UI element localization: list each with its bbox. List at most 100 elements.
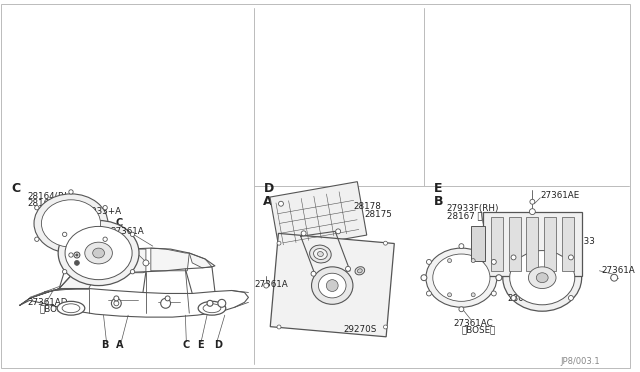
Circle shape [35, 237, 39, 241]
Text: E: E [197, 340, 204, 350]
Text: 27933+C(LH): 27933+C(LH) [276, 219, 335, 228]
Text: D: D [214, 340, 222, 350]
Circle shape [426, 291, 431, 296]
Circle shape [421, 275, 427, 280]
Bar [270, 233, 394, 337]
Circle shape [103, 237, 108, 241]
Ellipse shape [203, 304, 221, 313]
Ellipse shape [42, 200, 100, 247]
Text: C: C [12, 182, 21, 195]
Ellipse shape [93, 248, 104, 258]
Ellipse shape [503, 244, 582, 311]
Polygon shape [89, 249, 146, 273]
Polygon shape [189, 253, 212, 268]
Bar [471, 227, 485, 261]
Text: B: B [434, 195, 444, 208]
Text: 27361A: 27361A [254, 280, 288, 289]
Ellipse shape [65, 227, 132, 280]
Ellipse shape [317, 251, 323, 257]
Ellipse shape [529, 267, 556, 289]
Text: 28164(RH): 28164(RH) [28, 192, 75, 201]
Text: 28178: 28178 [353, 202, 381, 211]
Circle shape [74, 260, 79, 265]
Ellipse shape [58, 221, 139, 286]
Circle shape [530, 199, 535, 204]
Text: A: A [263, 195, 273, 208]
Text: 27933F(RH): 27933F(RH) [447, 204, 499, 213]
Text: E: E [434, 182, 442, 195]
Circle shape [326, 280, 338, 292]
Text: A: A [51, 218, 59, 228]
Text: 28360C: 28360C [317, 283, 351, 292]
Text: 27361A: 27361A [111, 227, 144, 236]
Circle shape [277, 325, 281, 329]
Ellipse shape [57, 301, 84, 315]
Circle shape [111, 298, 121, 308]
Text: 27933+A: 27933+A [81, 207, 122, 216]
Circle shape [63, 232, 67, 237]
Circle shape [143, 260, 149, 266]
Circle shape [346, 266, 351, 271]
Circle shape [69, 253, 73, 257]
Circle shape [447, 293, 452, 297]
Text: 28165(LH): 28165(LH) [28, 199, 74, 208]
Circle shape [383, 241, 387, 245]
Text: 27933: 27933 [568, 237, 596, 246]
Polygon shape [59, 254, 106, 289]
Ellipse shape [319, 273, 346, 298]
Text: D: D [264, 182, 275, 195]
Text: 27361AC: 27361AC [454, 318, 493, 327]
Circle shape [35, 205, 39, 210]
Circle shape [336, 229, 340, 234]
Bar [544, 217, 556, 271]
Bar [527, 217, 538, 271]
Bar [509, 217, 520, 271]
Circle shape [63, 270, 67, 274]
Text: B: B [102, 340, 109, 350]
Ellipse shape [536, 273, 548, 283]
Text: 27361A: 27361A [602, 266, 635, 275]
Polygon shape [151, 248, 189, 271]
Ellipse shape [312, 267, 353, 304]
Circle shape [568, 295, 573, 301]
Circle shape [103, 205, 108, 210]
Circle shape [383, 325, 387, 329]
Circle shape [496, 275, 502, 280]
Text: 28060M: 28060M [508, 294, 543, 303]
Circle shape [301, 231, 306, 236]
Circle shape [131, 232, 134, 237]
Circle shape [69, 190, 73, 194]
Ellipse shape [198, 301, 226, 315]
Circle shape [611, 274, 618, 281]
Ellipse shape [509, 251, 575, 305]
Text: A: A [116, 340, 124, 350]
Text: B: B [86, 218, 93, 228]
Circle shape [511, 295, 516, 301]
Bar [483, 212, 582, 276]
Circle shape [426, 259, 431, 264]
Circle shape [277, 241, 281, 245]
Ellipse shape [314, 248, 327, 260]
Polygon shape [301, 231, 350, 276]
Text: C: C [182, 340, 189, 350]
Text: 28175: 28175 [365, 210, 393, 219]
Circle shape [459, 307, 464, 312]
Ellipse shape [433, 254, 490, 301]
Circle shape [447, 259, 452, 263]
Text: 27933+B(RH): 27933+B(RH) [276, 212, 337, 221]
Bar [270, 182, 367, 250]
Circle shape [492, 291, 496, 296]
Ellipse shape [355, 267, 365, 275]
Circle shape [207, 300, 213, 306]
Text: 28167 〈LH〉: 28167 〈LH〉 [447, 211, 499, 220]
Text: 〈BOSE〉: 〈BOSE〉 [461, 326, 496, 334]
Bar [562, 217, 574, 271]
Circle shape [311, 271, 316, 276]
Ellipse shape [34, 194, 108, 253]
Ellipse shape [426, 248, 497, 307]
Text: 29270S: 29270S [343, 326, 376, 334]
Circle shape [76, 254, 78, 256]
Circle shape [529, 209, 535, 215]
Circle shape [471, 293, 475, 297]
Circle shape [278, 201, 284, 206]
